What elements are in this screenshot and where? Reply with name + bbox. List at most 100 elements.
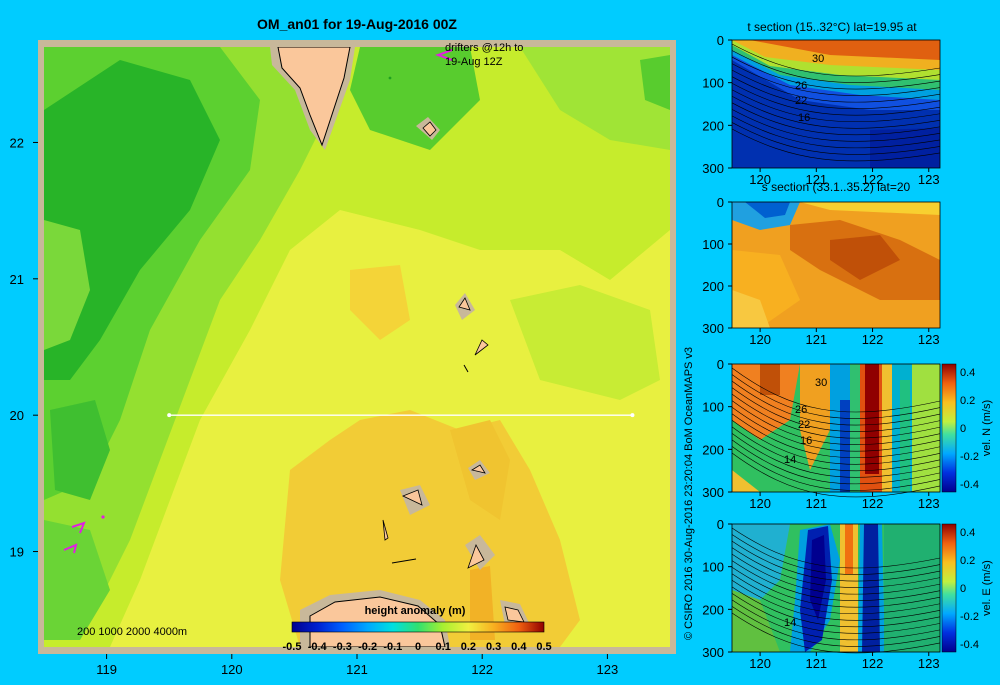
colorbar-tick-label: -0.4 [308, 641, 328, 653]
section-x-tick-label: 122 [862, 656, 884, 671]
contour-line [731, 69, 941, 103]
contour-line [731, 413, 941, 459]
contour-line [731, 128, 941, 162]
vel-colorbar-tick-label: 0.4 [960, 527, 975, 539]
contour-line [731, 122, 941, 155]
salinity-section-panel: s section (33.1..35.2) lat=20 [732, 180, 940, 328]
contour-line [731, 393, 941, 439]
colorbar-tick-label: -0.2 [358, 641, 377, 653]
contour-line [731, 580, 941, 621]
colorbar-tick-label: -0.3 [333, 641, 352, 653]
section-x-tick-label: 121 [805, 332, 827, 347]
veln-contour-30: 30 [815, 377, 827, 389]
map-lat-tick-label: 19 [10, 545, 24, 560]
contour-line [731, 96, 941, 129]
section-x-tick-label: 122 [862, 172, 884, 187]
section-y-tick-label: 100 [702, 560, 724, 575]
temp-contour-30: 30 [812, 53, 824, 65]
map-lat-tick-label: 20 [10, 408, 24, 423]
section-x-tick-label: 123 [918, 656, 940, 671]
depth-legend: 200 1000 2000 4000m [77, 626, 187, 638]
contour-line [731, 63, 941, 96]
map-lon-tick-label: 119 [96, 662, 117, 677]
contour-line [731, 50, 941, 83]
contour-line [731, 612, 941, 654]
veln-colorbar [941, 363, 957, 493]
drifter-label-line2: 19-Aug 12Z [445, 56, 503, 68]
vel-colorbar-tick-label: -0.4 [960, 639, 979, 651]
temp-contour-16: 16 [798, 112, 810, 124]
contour-line [731, 553, 941, 595]
map-lat-tick-label: 22 [10, 135, 24, 150]
colorbar-ticks: -0.5 -0.4 -0.3 -0.2 -0.1 0 0.1 0.2 0.3 0.4 0.5 [283, 641, 552, 653]
section-y-tick-label: 200 [702, 118, 724, 133]
section-y-tick-label: 300 [702, 161, 724, 176]
contour-line [731, 380, 941, 426]
contour-line [731, 527, 941, 569]
vel-n-section-panel: 30 26 22 16 14 0.4 0.2 0 -0.2 -0.4 vel. N (m… [731, 363, 993, 498]
veln-contour-16: 16 [800, 435, 812, 447]
contour-line [731, 446, 941, 491]
colorbar-tick-label: -0.5 [283, 641, 302, 653]
section-y-tick-label: 100 [702, 76, 724, 91]
section-line [167, 413, 635, 418]
contour-line [731, 115, 941, 149]
section-y-tick-label: 200 [702, 602, 724, 617]
contour-line [731, 566, 941, 608]
contour-line [731, 367, 941, 413]
section-y-tick-label: 100 [702, 237, 724, 252]
contour-line [731, 109, 941, 142]
vel-colorbar-tick-label: -0.4 [960, 479, 979, 491]
section-x-tick-label: 123 [918, 496, 940, 511]
contour-line [731, 547, 941, 588]
contour-line [731, 400, 941, 445]
contour-line [731, 89, 941, 123]
map-lon-tick-label: 123 [597, 662, 619, 677]
contour-line [731, 406, 941, 452]
contour-line [731, 387, 941, 432]
map-lon-tick-label: 122 [471, 662, 493, 677]
height-anomaly-colorbar: height anomaly (m) -0.5 -0.4 -0.3 -0.2 -0.1 0… [283, 605, 552, 653]
contour-line [731, 452, 941, 498]
contour-line [731, 433, 941, 478]
temperature-section-panel: t section (15..32°C) lat=19.95 at 30 26 … [731, 20, 941, 168]
colorbar-tick-label: 0.3 [486, 641, 501, 653]
panel-title-salinity: s section (33.1..35.2) lat=20 [762, 180, 911, 194]
section-panel-frame [731, 39, 941, 169]
vel-colorbar-tick-label: 0.2 [960, 555, 975, 567]
colorbar-tick-label: 0.5 [536, 641, 551, 653]
contour-line [731, 534, 941, 575]
vele-colorbar-label: vel. E (m/s) [981, 560, 993, 616]
colorbar-tick-label: 0.4 [511, 641, 527, 653]
credit-text: © CSIRO 2016 30-Aug-2016 23:20:04 BoM Oc… [683, 347, 695, 640]
contour-line [731, 439, 941, 485]
veln-colorbar-label: vel. N (m/s) [981, 400, 993, 456]
map-lon-tick-label: 120 [221, 662, 243, 677]
section-panel-frame [731, 523, 941, 653]
section-y-tick-label: 300 [702, 485, 724, 500]
contour-line [731, 560, 941, 601]
map-lat-ticks: 22 21 20 19 [10, 135, 38, 560]
contour-line [731, 43, 941, 77]
contour-line [731, 426, 941, 472]
section-y-tick-label: 0 [717, 33, 724, 48]
section-x-tick-label: 122 [862, 496, 884, 511]
map-lon-tick-label: 121 [346, 662, 368, 677]
contour-line [731, 540, 941, 582]
vel-colorbar-tick-label: 0.4 [960, 367, 975, 379]
temp-contour-22: 22 [795, 95, 807, 107]
section-y-tick-label: 200 [702, 279, 724, 294]
panel-title-temperature: t section (15..32°C) lat=19.95 at [747, 20, 917, 34]
section-y-tick-label: 0 [717, 357, 724, 372]
section-x-tick-label: 120 [749, 496, 771, 511]
vele-colorbar [941, 523, 957, 653]
section-y-tick-label: 0 [717, 517, 724, 532]
veln-contour-26: 26 [795, 404, 807, 416]
contour-line [731, 599, 941, 641]
temp-contour-26: 26 [795, 80, 807, 92]
vele-colorbar-ticks: 0.4 0.2 0 -0.2 -0.4 [960, 527, 979, 651]
contour-line [731, 593, 941, 634]
vel-colorbar-tick-label: -0.2 [960, 611, 979, 623]
section-x-tick-label: 122 [862, 332, 884, 347]
